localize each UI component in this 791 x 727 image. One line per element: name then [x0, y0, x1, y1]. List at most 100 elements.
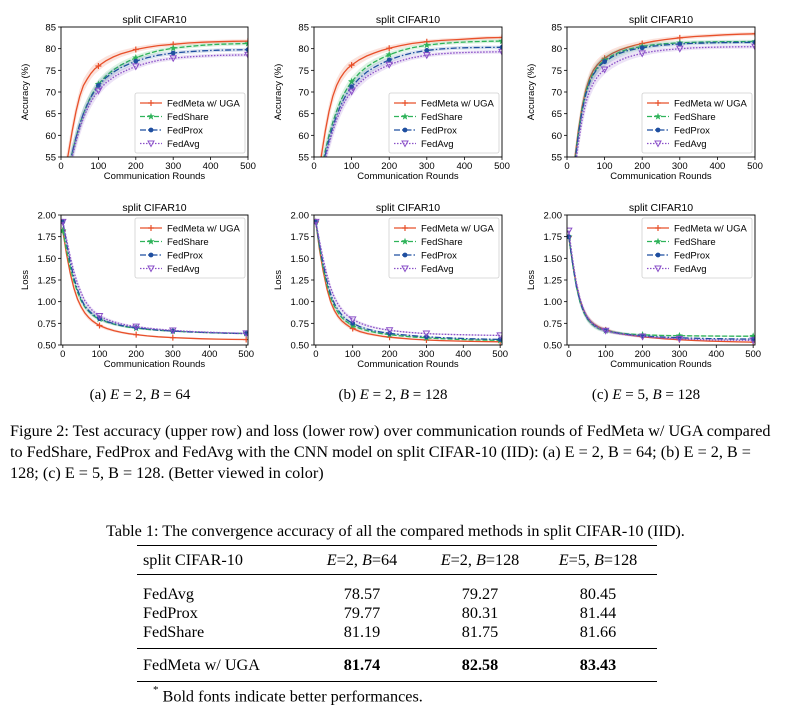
- data-point: [655, 225, 661, 231]
- legend-label: FedShare: [674, 237, 716, 248]
- chart-panel-c-acc: split CIFAR10 55 60 65 70 75 80 85 0 100 200 300 400…: [526, 14, 763, 182]
- data-point: [654, 140, 662, 148]
- data-point: [424, 48, 430, 53]
- y-tick-label: 85: [298, 23, 309, 34]
- figure-caption: Figure 2: Test accuracy (upper row) and …: [10, 422, 771, 482]
- y-tick-label: 0.75: [544, 319, 563, 330]
- series-line: [70, 49, 248, 157]
- x-tick-label: 300: [165, 349, 181, 360]
- chart-panel-c-loss: split CIFAR10 0.50 0.75 1.00 1.25 1.50 1.75 2.0…: [526, 202, 761, 370]
- series-band: [322, 39, 502, 157]
- data-point: [348, 316, 357, 324]
- data-point: [675, 335, 684, 343]
- data-point: [132, 54, 140, 61]
- y-tick-label: 2.00: [38, 211, 57, 222]
- x-tick-label: 500: [240, 161, 256, 172]
- data-point: [654, 265, 662, 273]
- y-tick-label: 0.75: [291, 319, 310, 330]
- table-cell-bold: 83.43: [539, 648, 657, 682]
- y-tick-label: 65: [45, 109, 56, 120]
- x-tick-label: 400: [456, 161, 472, 172]
- table-cell: 79.27: [421, 574, 539, 604]
- y-tick-label: 0.50: [291, 341, 310, 352]
- legend: FedMeta w/ UGA FedShare FedProx FedAvg: [641, 217, 753, 279]
- data-point: [401, 112, 409, 120]
- data-point: [94, 87, 103, 95]
- y-tick-label: 80: [298, 44, 309, 55]
- y-axis-label: Accuracy (%): [20, 64, 31, 120]
- x-tick-label: 0: [564, 161, 569, 172]
- data-point: [601, 327, 610, 335]
- data-point: [422, 52, 431, 60]
- table-header-method: split CIFAR-10: [137, 545, 303, 575]
- data-point: [244, 51, 248, 59]
- data-point: [677, 41, 683, 47]
- legend-label: FedAvg: [167, 139, 200, 150]
- series-line: [574, 33, 755, 157]
- table-cell: 80.31: [461, 604, 499, 622]
- y-axis-label: Loss: [526, 270, 537, 290]
- plot-frame: [60, 26, 249, 158]
- data-point: [147, 265, 155, 273]
- x-axis-label: Communication Rounds: [357, 171, 459, 182]
- data-point: [244, 39, 248, 47]
- data-point: [348, 62, 355, 69]
- legend-label: FedMeta w/ UGA: [421, 99, 495, 110]
- x-tick-label: 300: [165, 161, 181, 172]
- data-point: [386, 45, 393, 52]
- data-point: [243, 336, 248, 343]
- y-tick-label: 1.50: [38, 254, 57, 265]
- data-point: [655, 100, 661, 106]
- data-point: [386, 57, 392, 63]
- data-point: [147, 140, 155, 148]
- data-point: [148, 100, 154, 106]
- data-point: [385, 61, 394, 69]
- subcaption-c: (c) E = 5, B = 128: [591, 387, 701, 403]
- plot-area: [573, 30, 755, 157]
- figure-panels: split CIFAR10 55 60 65 70 75 80 85 0 100 200 300 400…: [20, 14, 763, 370]
- chart-panel-a-acc: split CIFAR10 55 60 65 70 75 80 85 0 100 200 300 400…: [20, 14, 256, 182]
- x-tick-label: 100: [597, 161, 613, 172]
- chart-title: split CIFAR10: [629, 202, 693, 214]
- series-line: [574, 41, 755, 157]
- chart-title: split CIFAR10: [376, 14, 440, 26]
- x-tick-label: 100: [92, 349, 108, 360]
- data-point: [96, 83, 101, 88]
- series-line: [574, 40, 755, 157]
- y-tick-label: 75: [298, 66, 309, 77]
- table-row-best: FedMeta w/ UGA 81.74 82.58 83.43: [137, 648, 657, 682]
- legend: FedMeta w/ UGA FedShare FedProx FedAvg: [388, 217, 500, 279]
- table-header-col: E=2, B=64: [303, 545, 421, 575]
- table-footnote: * Bold fonts indicate better performance…: [153, 684, 423, 706]
- data-point: [131, 63, 140, 71]
- table-row: FedProx 79.77 80.31 81.44: [137, 604, 657, 623]
- x-tick-label: 0: [60, 349, 65, 360]
- series-line: [575, 46, 755, 157]
- legend-box: [134, 92, 246, 154]
- y-tick-label: 55: [551, 153, 562, 164]
- legend-label: FedProx: [167, 126, 203, 137]
- series-line: [324, 46, 502, 157]
- x-tick-label: 400: [708, 349, 724, 360]
- x-tick-label: 200: [634, 161, 650, 172]
- data-point: [752, 30, 755, 37]
- data-point: [600, 66, 609, 74]
- data-point: [401, 237, 409, 245]
- data-point: [655, 127, 661, 133]
- legend-box: [134, 217, 246, 279]
- data-point: [245, 38, 248, 45]
- data-point: [499, 34, 502, 41]
- legend-box: [388, 92, 500, 154]
- y-tick-label: 55: [45, 153, 56, 164]
- results-table: split CIFAR-10 E=2, B=64 E=2, B=128 E=5,…: [137, 545, 657, 682]
- chart-title: split CIFAR10: [376, 202, 440, 214]
- x-axis-label: Communication Rounds: [104, 171, 206, 182]
- legend-label: FedMeta w/ UGA: [167, 99, 241, 110]
- y-tick-label: 0.75: [38, 319, 57, 330]
- x-tick-label: 200: [128, 161, 144, 172]
- table-cell: 81.66: [579, 623, 617, 641]
- chart-panel-a-loss: split CIFAR10 0.50 0.75 1.00 1.25 1.50 1.75 2.0…: [20, 202, 254, 370]
- y-tick-label: 60: [551, 131, 562, 142]
- plot-area: [319, 34, 502, 157]
- legend-box: [388, 217, 500, 279]
